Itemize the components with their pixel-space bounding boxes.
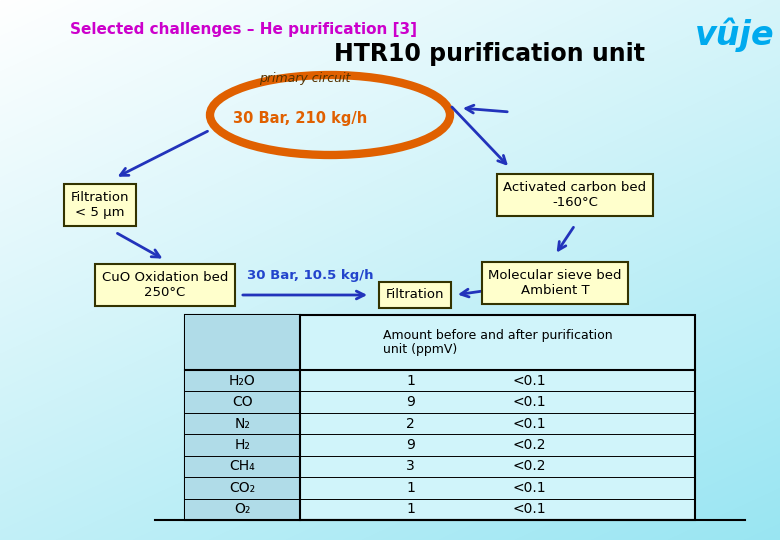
Text: <0.1: <0.1	[512, 395, 546, 409]
Text: <0.1: <0.1	[512, 481, 546, 495]
Text: 1: 1	[406, 374, 415, 388]
Text: N₂: N₂	[235, 416, 250, 430]
Text: 9: 9	[406, 395, 415, 409]
FancyBboxPatch shape	[185, 315, 695, 520]
Text: 1: 1	[406, 502, 415, 516]
Text: Amount before and after purification
unit (ppmV): Amount before and after purification uni…	[383, 328, 612, 356]
Text: vûje: vûje	[695, 18, 775, 52]
FancyBboxPatch shape	[185, 315, 300, 520]
Text: <0.2: <0.2	[512, 460, 546, 474]
Text: Selected challenges – He purification [3]: Selected challenges – He purification [3…	[70, 22, 417, 37]
Text: 1: 1	[406, 481, 415, 495]
Text: 9: 9	[406, 438, 415, 452]
Text: Filtration: Filtration	[386, 288, 445, 301]
Text: <0.1: <0.1	[512, 502, 546, 516]
Text: CO₂: CO₂	[229, 481, 256, 495]
Text: CuO Oxidation bed
250°C: CuO Oxidation bed 250°C	[102, 271, 229, 299]
Text: H₂O: H₂O	[229, 374, 256, 388]
Text: 30 Bar, 210 kg/h: 30 Bar, 210 kg/h	[233, 111, 367, 125]
Text: 2: 2	[406, 416, 415, 430]
Text: 3: 3	[406, 460, 415, 474]
Text: primary circuit: primary circuit	[259, 72, 351, 85]
Text: Molecular sieve bed
Ambient T: Molecular sieve bed Ambient T	[488, 269, 622, 297]
Text: <0.1: <0.1	[512, 374, 546, 388]
Text: Activated carbon bed
-160°C: Activated carbon bed -160°C	[503, 181, 647, 209]
Text: CO: CO	[232, 395, 253, 409]
Text: H₂: H₂	[235, 438, 250, 452]
Text: HTR10 purification unit: HTR10 purification unit	[335, 42, 646, 66]
Text: CH₄: CH₄	[229, 460, 255, 474]
Text: <0.1: <0.1	[512, 416, 546, 430]
Text: 30 Bar, 10.5 kg/h: 30 Bar, 10.5 kg/h	[246, 268, 374, 281]
Text: O₂: O₂	[234, 502, 250, 516]
Text: <0.2: <0.2	[512, 438, 546, 452]
Text: Filtration
< 5 μm: Filtration < 5 μm	[71, 191, 129, 219]
